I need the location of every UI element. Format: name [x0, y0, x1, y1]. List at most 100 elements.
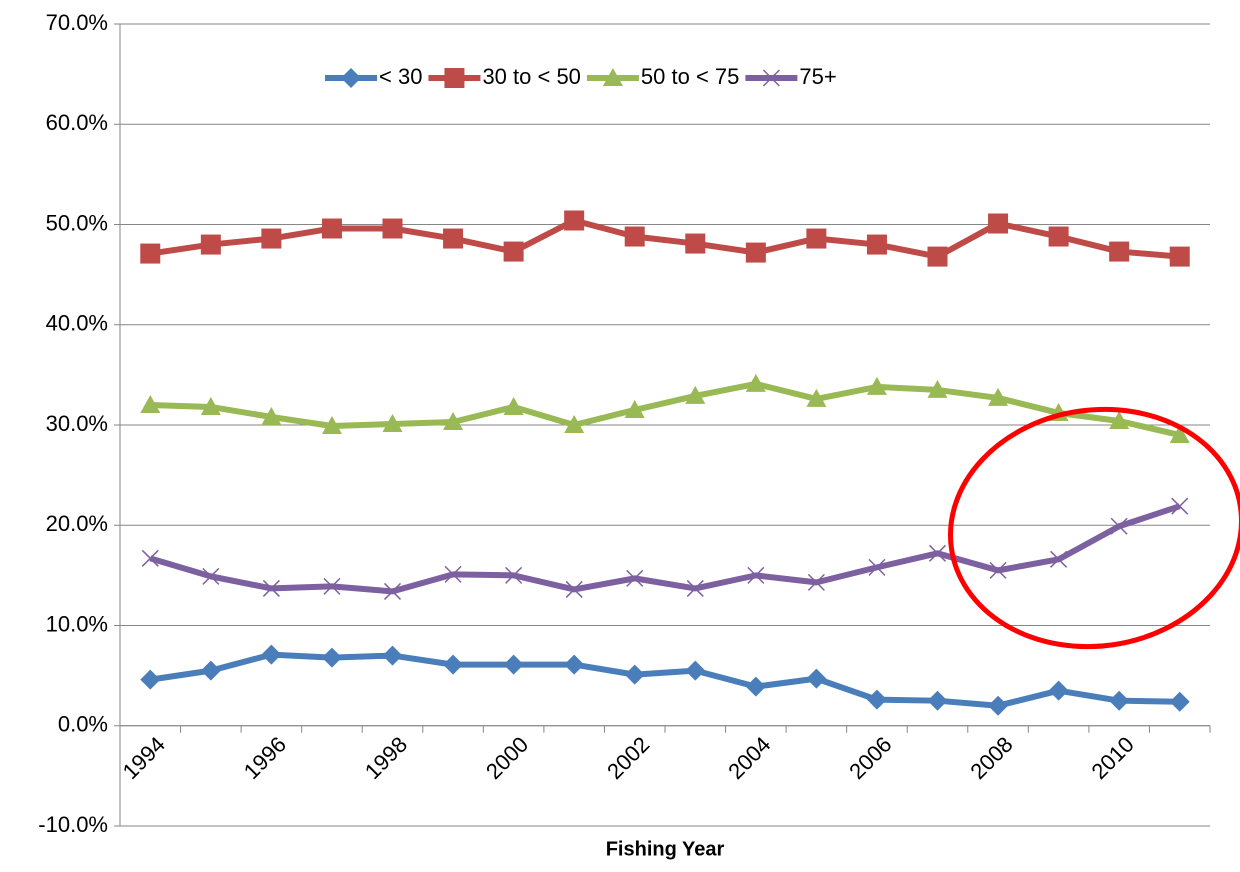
- legend-label: < 30: [379, 64, 422, 89]
- x-tick-label: 1996: [239, 732, 291, 784]
- marker: [382, 218, 403, 239]
- marker: [866, 689, 887, 710]
- marker: [565, 580, 583, 598]
- marker: [382, 645, 403, 666]
- marker: [1109, 241, 1130, 262]
- marker: [341, 68, 361, 88]
- marker: [988, 213, 1009, 234]
- marker: [745, 373, 766, 392]
- marker: [686, 579, 704, 597]
- marker: [988, 387, 1009, 406]
- marker: [928, 544, 947, 562]
- marker: [762, 69, 780, 87]
- legend-item: < 30: [325, 64, 422, 89]
- marker: [1169, 246, 1190, 267]
- marker: [807, 573, 825, 591]
- marker: [1110, 517, 1128, 535]
- y-tick-label: 70.0%: [46, 10, 108, 35]
- marker: [1169, 425, 1190, 444]
- y-tick-label: 60.0%: [46, 110, 108, 135]
- marker: [745, 676, 766, 697]
- marker: [140, 394, 161, 413]
- marker: [1109, 690, 1130, 711]
- marker: [988, 695, 1009, 716]
- x-tick-label: 2000: [481, 732, 533, 784]
- marker: [685, 233, 706, 254]
- marker: [1048, 680, 1069, 701]
- marker: [321, 218, 342, 239]
- x-axis-title: Fishing Year: [606, 838, 725, 860]
- y-tick-label: 0.0%: [58, 712, 108, 737]
- marker: [200, 396, 221, 415]
- marker: [564, 415, 585, 433]
- legend-label: 30 to < 50: [482, 64, 580, 89]
- marker: [505, 566, 523, 584]
- marker: [564, 210, 585, 231]
- marker: [261, 406, 282, 425]
- annotation-circle: [947, 406, 1240, 650]
- y-tick-label: 10.0%: [46, 611, 108, 636]
- marker: [200, 660, 221, 681]
- marker: [685, 385, 706, 404]
- marker: [602, 68, 623, 86]
- marker: [806, 388, 827, 407]
- marker: [626, 569, 644, 587]
- marker: [443, 654, 464, 675]
- marker: [321, 647, 342, 668]
- marker: [745, 242, 766, 263]
- marker: [503, 396, 524, 415]
- y-tick-label: 30.0%: [46, 411, 108, 436]
- marker: [747, 566, 765, 584]
- marker: [444, 68, 465, 88]
- legend-item: 30 to < 50: [428, 64, 581, 89]
- marker: [806, 228, 827, 249]
- marker: [1048, 226, 1069, 247]
- marker: [927, 246, 948, 267]
- legend-item: 50 to < 75: [586, 64, 739, 89]
- marker: [261, 228, 282, 249]
- series-line: [149, 217, 1180, 260]
- marker: [624, 226, 645, 247]
- marker: [200, 234, 221, 255]
- marker: [927, 379, 948, 398]
- x-tick-label: 2006: [844, 732, 896, 784]
- legend-label: 50 to < 75: [641, 64, 739, 89]
- marker: [503, 654, 524, 675]
- x-tick-label: 2010: [1087, 732, 1139, 784]
- marker: [927, 690, 948, 711]
- marker: [866, 376, 887, 395]
- marker: [624, 399, 645, 418]
- marker: [989, 561, 1007, 579]
- marker: [806, 668, 827, 689]
- marker: [261, 644, 282, 665]
- marker: [382, 413, 403, 432]
- x-tick-label: 1994: [118, 732, 170, 784]
- x-tick-label: 2008: [965, 732, 1017, 784]
- marker: [1050, 550, 1068, 568]
- marker: [503, 241, 524, 262]
- marker: [443, 228, 464, 249]
- legend-item: 75+: [745, 64, 837, 89]
- x-tick-label: 2002: [602, 732, 654, 784]
- marker: [323, 577, 341, 595]
- y-tick-label: 50.0%: [46, 210, 108, 235]
- marker: [262, 579, 280, 597]
- marker: [141, 549, 159, 567]
- marker: [866, 234, 887, 255]
- series-line: [149, 503, 1181, 595]
- series-line: [149, 651, 1180, 709]
- marker: [1171, 497, 1189, 515]
- marker: [1169, 691, 1190, 712]
- legend-label: 75+: [799, 64, 836, 89]
- y-tick-label: 40.0%: [46, 311, 108, 336]
- marker: [321, 416, 342, 435]
- marker: [685, 660, 706, 681]
- series-line: [150, 380, 1181, 438]
- marker: [443, 411, 464, 430]
- marker: [140, 669, 161, 690]
- marker: [564, 654, 585, 675]
- x-tick-label: 2004: [723, 732, 775, 784]
- marker: [1109, 410, 1130, 429]
- x-tick-label: 1998: [360, 732, 412, 784]
